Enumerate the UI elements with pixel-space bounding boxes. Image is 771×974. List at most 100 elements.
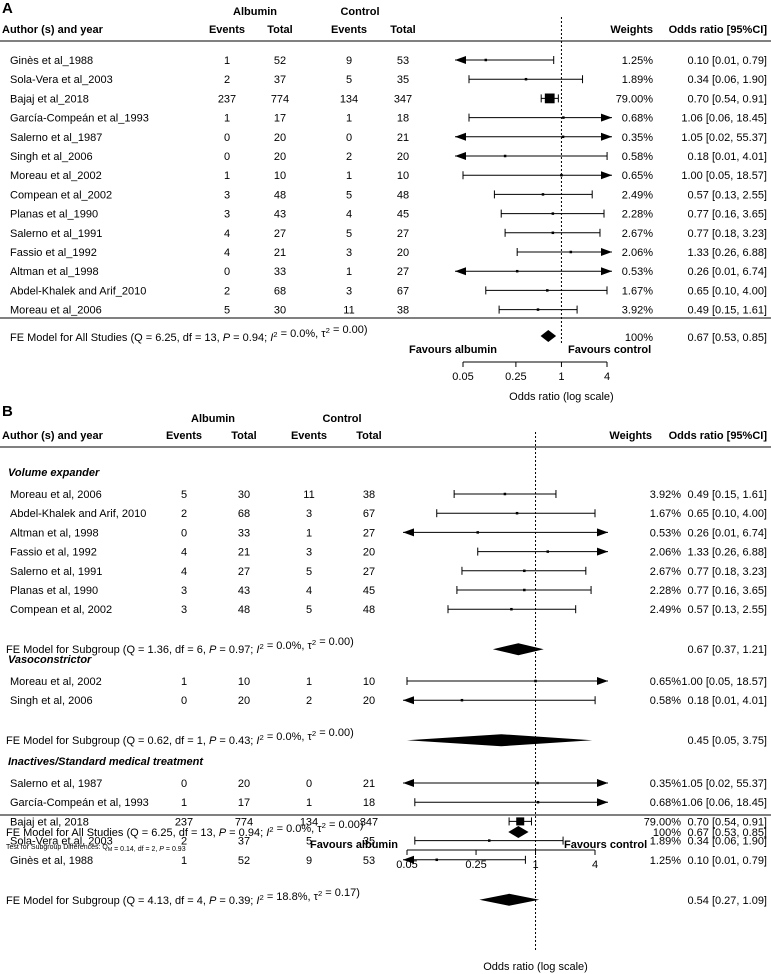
a-study-control-events-9: 5: [346, 228, 352, 240]
a-study-or-ci-10: 1.33 [0.26, 6.88]: [687, 247, 767, 259]
ci-left-arrow-a4: [455, 132, 466, 141]
point-estimate-a0: [484, 58, 488, 62]
a-study-name-13: Moreau et al_2006: [10, 305, 102, 317]
b-study-control-events-0-3: 3: [306, 547, 312, 559]
b-study-weight-1-0: 0.65%: [650, 676, 681, 688]
b-x-tick-label-3: 4: [592, 859, 598, 871]
b-header-author: Author (s) and year: [2, 430, 104, 442]
a-study-albumin-events-6: 1: [224, 170, 230, 182]
b-study-control-events-0-6: 5: [306, 604, 312, 616]
b-study-or-ci-0-5: 0.77 [0.16, 3.65]: [687, 585, 767, 597]
point-estimate-a1: [524, 77, 528, 81]
a-study-name-12: Abdel-Khalek and Arif_2010: [10, 285, 146, 297]
b-overall-weight: 100%: [653, 827, 681, 839]
point-estimate-a5: [503, 154, 507, 158]
b-study-control-total-0-1: 67: [363, 508, 375, 520]
b-study-weight-0-5: 2.28%: [650, 585, 681, 597]
point-estimate-a8: [551, 212, 555, 215]
b-x-axis-label: Odds ratio (log scale): [483, 961, 588, 973]
ci-right-arrow-b0-3: [597, 547, 608, 556]
a-study-weight-9: 2.67%: [622, 228, 653, 240]
a-study-control-total-0: 53: [397, 55, 409, 67]
a-study-name-11: Altman et al_1998: [10, 266, 99, 278]
a-study-or-ci-8: 0.77 [0.16, 3.65]: [687, 209, 767, 221]
point-estimate-a13: [536, 308, 540, 311]
a-study-albumin-events-9: 4: [224, 228, 230, 240]
a-study-albumin-events-12: 2: [224, 285, 230, 297]
ci-left-arrow-b0-2: [403, 528, 414, 537]
b-study-albumin-total-0-4: 27: [238, 566, 250, 578]
a-study-control-events-5: 2: [346, 151, 352, 163]
a-x-tick-label-0: 0.05: [452, 371, 473, 383]
b-study-control-events-2-4: 9: [306, 855, 312, 867]
a-study-or-ci-0: 0.10 [0.01, 0.79]: [687, 55, 767, 67]
point-estimate-b2-2: [516, 817, 525, 826]
a-header-or-ci: Odds ratio [95%CI]: [669, 24, 768, 36]
b-study-control-events-2-0: 0: [306, 778, 312, 790]
ci-right-arrow-a11: [601, 267, 612, 276]
point-estimate-b0-2: [476, 531, 479, 534]
a-study-control-total-11: 27: [397, 266, 409, 278]
a-study-or-ci-13: 0.49 [0.15, 1.61]: [687, 305, 767, 317]
b-header-weights: Weights: [609, 430, 652, 442]
b-study-control-total-0-6: 48: [363, 604, 375, 616]
point-estimate-b0-1: [515, 511, 519, 515]
b-subgroup-title-1: Vasoconstrictor: [8, 654, 92, 666]
b-study-albumin-events-2-1: 1: [181, 797, 187, 809]
b-study-albumin-total-2-0: 20: [238, 778, 250, 790]
b-study-or-ci-2-1: 1.06 [0.06, 18.45]: [681, 797, 767, 809]
b-study-name-0-0: Moreau et al, 2006: [10, 489, 102, 501]
b-study-or-ci-0-3: 1.33 [0.26, 6.88]: [687, 547, 767, 559]
b-study-weight-0-6: 2.49%: [650, 604, 681, 616]
a-study-albumin-events-5: 0: [224, 151, 230, 163]
ci-left-arrow-b2-4: [403, 855, 414, 864]
b-study-albumin-events-2-3: 2: [181, 836, 187, 848]
b-subgroup-diamond-1: [407, 734, 593, 747]
a-study-albumin-total-12: 68: [274, 285, 286, 297]
b-subgroup-or-ci-0: 0.67 [0.37, 1.21]: [687, 644, 767, 656]
b-x-tick-label-2: 1: [532, 859, 538, 871]
a-study-control-events-11: 1: [346, 266, 352, 278]
a-study-albumin-total-8: 43: [274, 209, 286, 221]
a-study-control-total-5: 20: [397, 151, 409, 163]
a-x-axis-label: Odds ratio (log scale): [509, 391, 614, 403]
a-study-albumin-total-3: 17: [274, 113, 286, 125]
b-favours-right: Favours control: [564, 839, 647, 851]
b-study-or-ci-0-4: 0.77 [0.18, 3.23]: [687, 566, 767, 578]
b-study-albumin-events-0-1: 2: [181, 508, 187, 520]
point-estimate-b0-6: [510, 607, 513, 611]
b-study-control-total-0-2: 27: [363, 527, 375, 539]
b-study-control-events-1-1: 2: [306, 695, 312, 707]
a-study-albumin-total-10: 21: [274, 247, 286, 259]
a-study-weight-3: 0.68%: [622, 113, 653, 125]
b-study-albumin-total-0-2: 33: [238, 527, 250, 539]
b-study-or-ci-2-0: 1.05 [0.02, 55.37]: [681, 778, 767, 790]
a-study-albumin-events-7: 3: [224, 189, 230, 201]
b-study-control-total-0-4: 27: [363, 566, 375, 578]
point-estimate-a10: [569, 250, 573, 254]
b-overall-diamond: [508, 826, 529, 838]
a-study-albumin-total-1: 37: [274, 74, 286, 86]
b-study-control-total-2-2: 347: [360, 816, 378, 828]
b-study-albumin-events-0-0: 5: [181, 489, 187, 501]
a-study-albumin-events-8: 3: [224, 209, 230, 221]
a-study-control-events-12: 3: [346, 285, 352, 297]
point-estimate-a7: [541, 193, 545, 196]
a-study-name-2: Bajaj et al_2018: [10, 93, 89, 105]
b-study-control-total-2-4: 53: [363, 855, 375, 867]
a-overall-label: FE Model for All Studies (Q = 6.25, df =…: [10, 324, 368, 344]
ci-right-arrow-a4: [601, 132, 612, 141]
b-study-albumin-total-0-5: 43: [238, 585, 250, 597]
b-subgroup-title-2: Inactives/Standard medical treatment: [8, 756, 204, 768]
b-overall-or-ci: 0.67 [0.53, 0.85]: [687, 827, 767, 839]
b-study-albumin-total-0-6: 48: [238, 604, 250, 616]
a-study-or-ci-3: 1.06 [0.06, 18.45]: [681, 113, 767, 125]
b-study-name-2-1: García-Compeán et al, 1993: [10, 797, 149, 809]
b-study-weight-0-0: 3.92%: [650, 489, 681, 501]
b-study-name-0-4: Salerno et al, 1991: [10, 566, 102, 578]
a-study-or-ci-12: 0.65 [0.10, 4.00]: [687, 285, 767, 297]
point-estimate-b1-0: [534, 679, 537, 683]
b-study-name-2-2: Bajaj et al, 2018: [10, 816, 89, 828]
b-study-albumin-total-2-3: 37: [238, 836, 250, 848]
